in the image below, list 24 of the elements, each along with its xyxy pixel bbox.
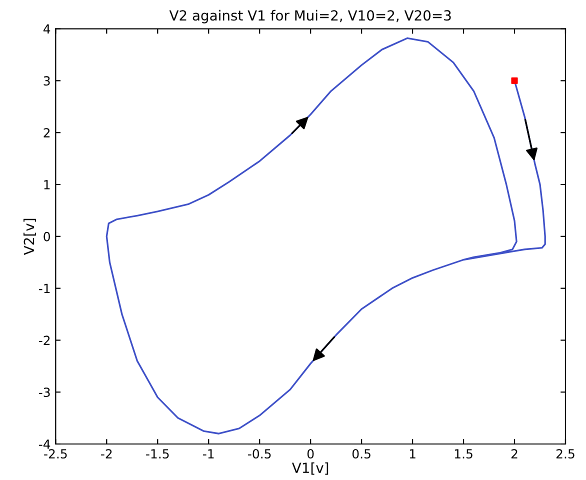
x-tick-label: -2.5 <box>44 449 67 459</box>
chart-title: V2 against V1 for Mui=2, V10=2, V20=3 <box>169 10 451 24</box>
y-axis-title: V2[v] <box>24 218 36 255</box>
x-tick-label: -1 <box>202 449 214 458</box>
y-tick-label: 2 <box>44 128 50 138</box>
x-tick-label: -0.5 <box>248 449 271 459</box>
x-tick-label: 0.5 <box>352 449 370 459</box>
x-tick-label: 2 <box>511 449 518 458</box>
y-tick-label: -4 <box>38 440 50 449</box>
y-tick-label: 1 <box>44 180 50 190</box>
x-tick-label: 2.5 <box>556 449 574 459</box>
y-tick-label: 3 <box>44 76 50 86</box>
y-tick-label: 0 <box>44 232 50 242</box>
y-tick-label: -1 <box>38 284 50 294</box>
y-tick-label: -3 <box>38 388 50 398</box>
x-tick-label: -2 <box>101 449 112 458</box>
x-axis-title: V1[v] <box>292 462 328 475</box>
x-tick-label: 1 <box>410 449 416 458</box>
y-tick-label: 4 <box>43 24 50 34</box>
line-series <box>106 37 546 434</box>
x-tick-label: 0 <box>307 449 314 459</box>
y-tick-label: -2 <box>38 336 50 345</box>
x-tick-label: -1.5 <box>146 449 169 459</box>
x-tick-label: 1.5 <box>454 449 472 459</box>
